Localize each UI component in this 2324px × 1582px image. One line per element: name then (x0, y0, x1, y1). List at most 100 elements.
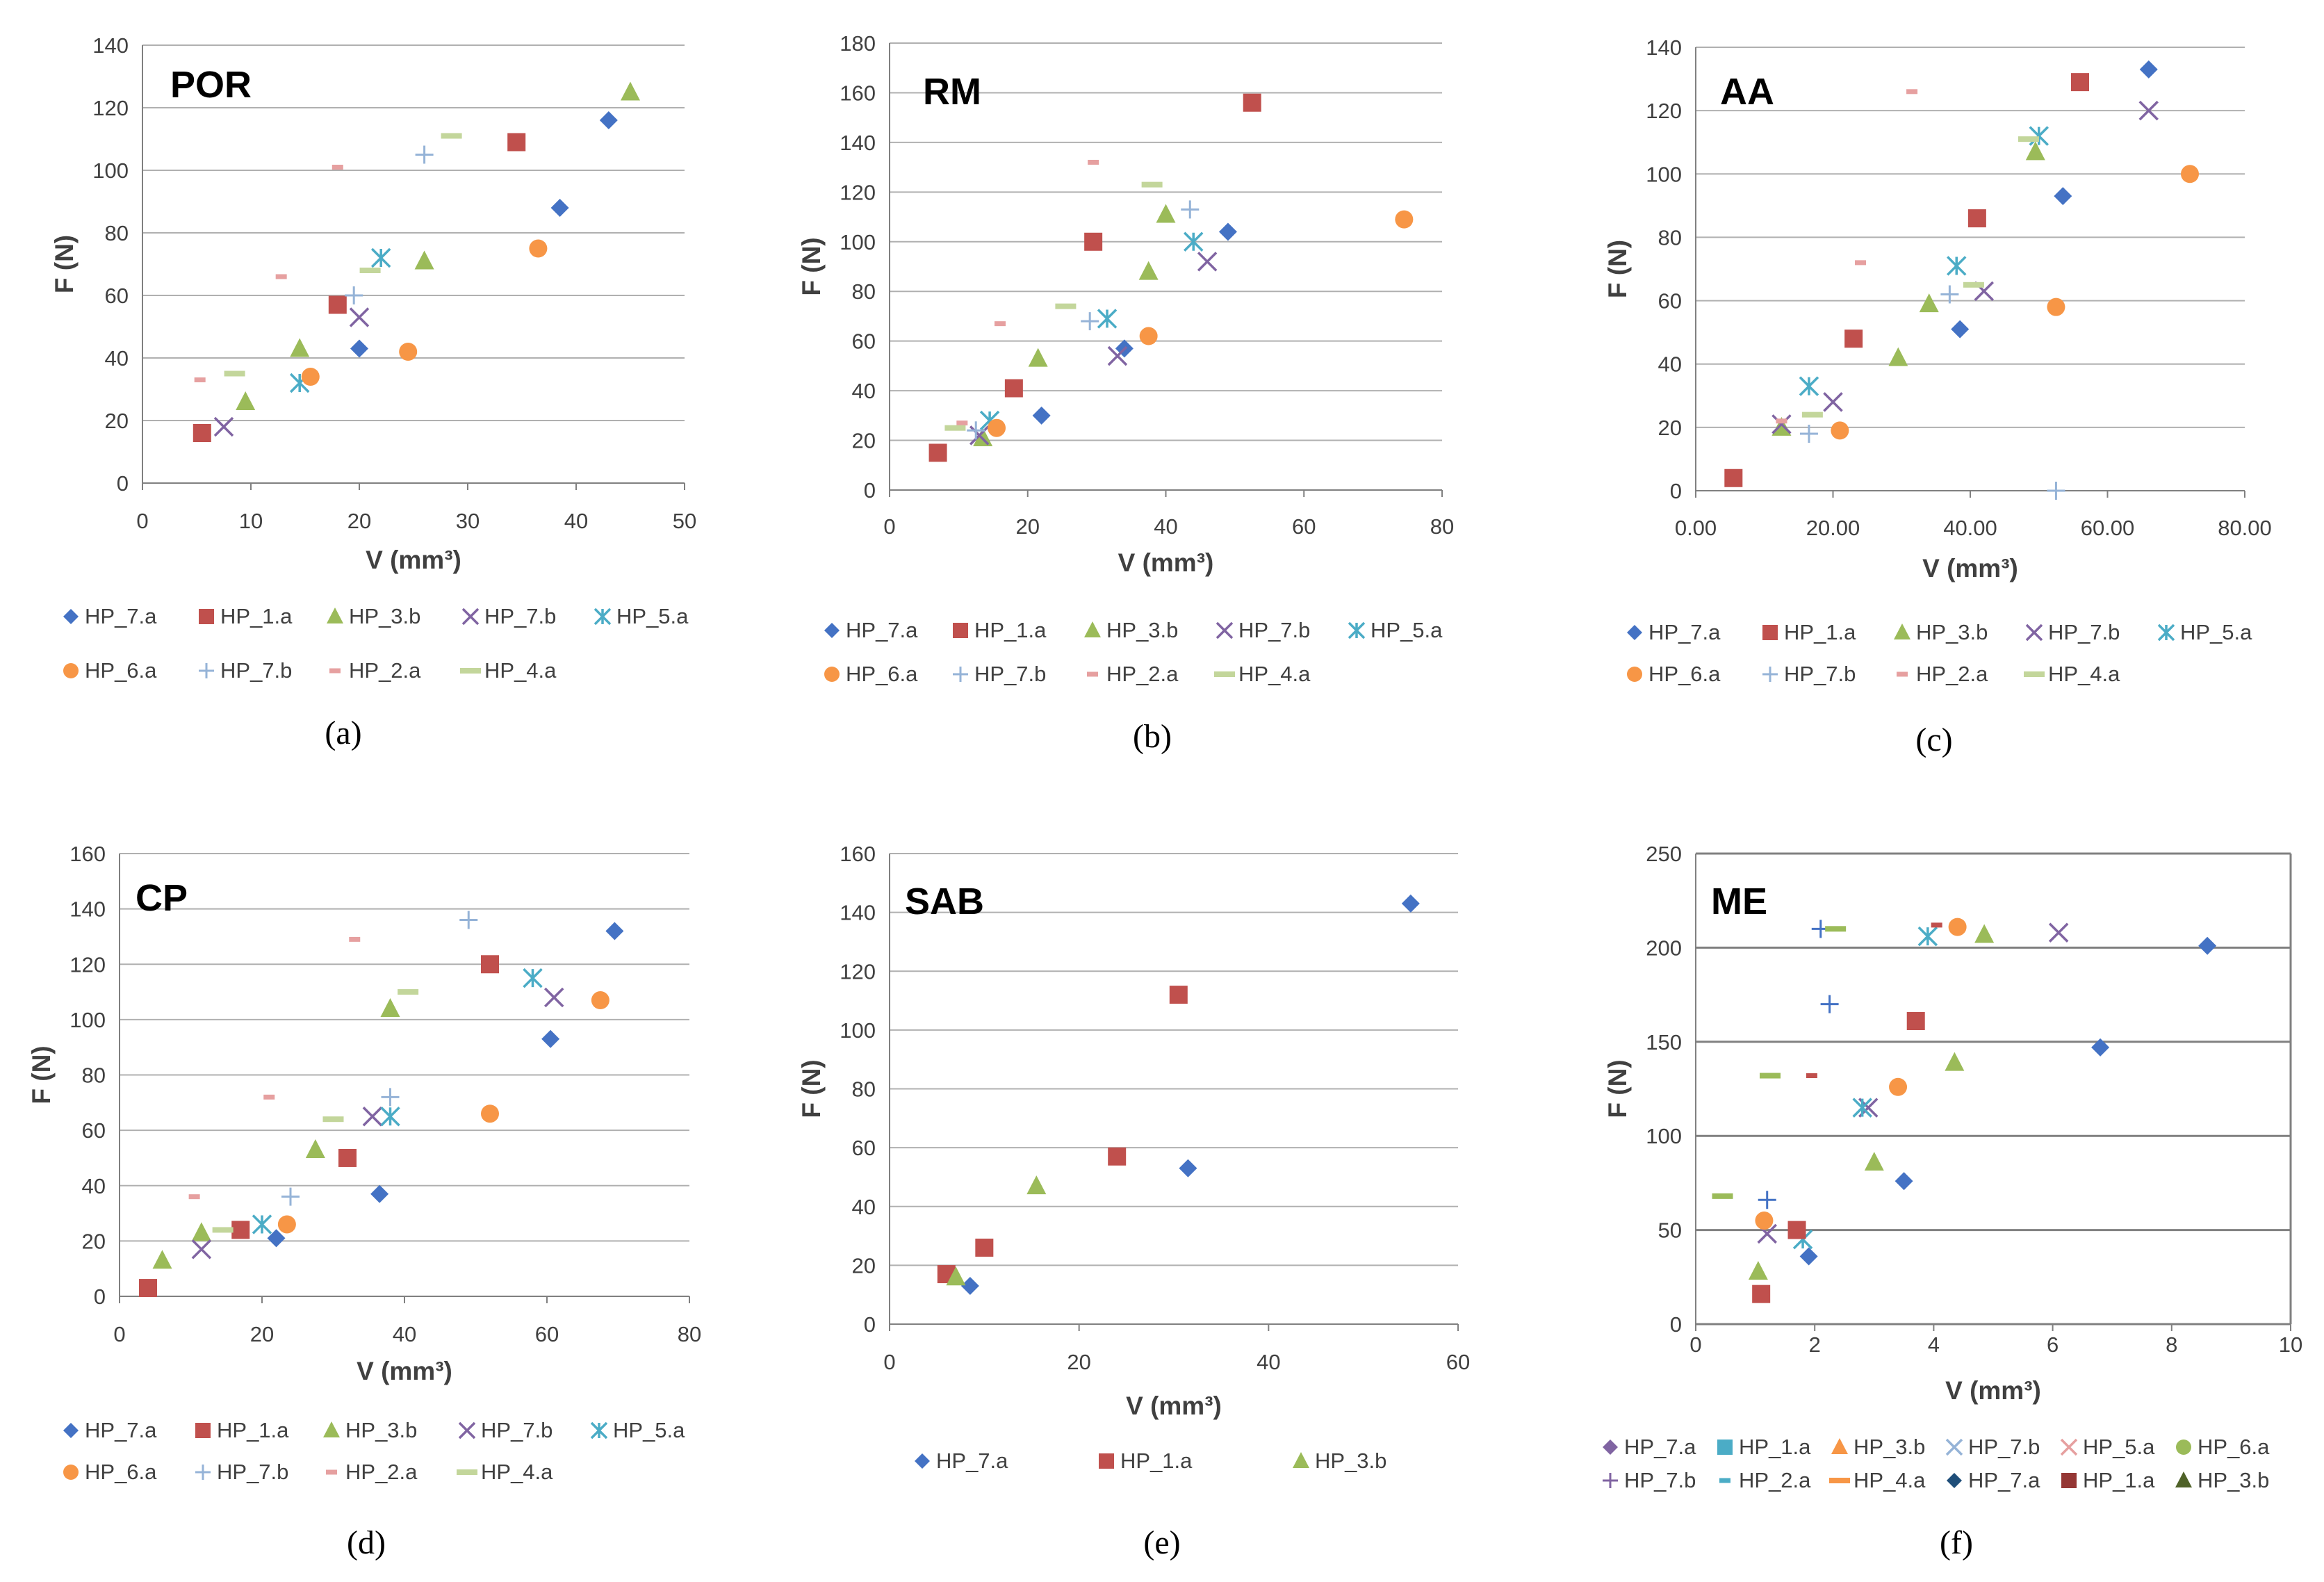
x-tick-label: 80 (678, 1322, 701, 1346)
legend-marker-shape (195, 1423, 211, 1438)
legend-marker (594, 607, 612, 626)
data-point-HP_1-a (1844, 329, 1863, 348)
x-axis-title: V (mm³) (1945, 1376, 2041, 1405)
legend-marker (199, 609, 214, 624)
legend-marker (1603, 1440, 1618, 1455)
legend-item: HP_7.b (953, 662, 1046, 686)
legend-label: HP_1.a (1120, 1449, 1193, 1473)
y-tick-label: 120 (840, 180, 876, 204)
data-point-HP_1-a (1004, 379, 1023, 398)
data-point-HP_7-a-shape (1799, 1247, 1818, 1266)
data-point-HP_7-b (415, 145, 434, 164)
data-point-HP_3-b (1888, 347, 1908, 366)
data-point-HP_5-a (1799, 376, 1819, 396)
legend: HP_7.a HP_1.a HP_3.b HP_7.b HP_5.a HP_6.a HP_7… (824, 618, 1443, 686)
data-point-HP_4-a-shape (322, 1116, 344, 1123)
data-point-HP_6-a (1755, 1212, 1774, 1230)
data-point-HP_7-b (1823, 392, 1843, 412)
data-point-HP_4-a-shape (1141, 181, 1163, 188)
data-point-HP_2-a-shape (956, 421, 968, 426)
legend-marker-shape (461, 607, 480, 626)
data-point-HP_2-a-shape (1931, 922, 1942, 928)
data-point-HP_6-a (1889, 1077, 1908, 1096)
data-point-HP_7-b-shape (967, 421, 985, 440)
x-tick-label: 0 (136, 509, 148, 533)
legend-label: HP_2.a (349, 658, 421, 683)
data-point-HP_4-a (1712, 1193, 1733, 1199)
data-point-HP_2-a (263, 1094, 275, 1100)
data-point-HP_5-a-shape (1097, 309, 1118, 329)
data-point-HP_3-b (973, 427, 993, 446)
data-point-HP_7-a-shape (2054, 187, 2072, 206)
data-point-HP_2-a-shape (1088, 159, 1099, 165)
x-tick-label: 40 (564, 509, 588, 533)
data-point-HP_2-a-shape (194, 377, 206, 382)
legend-label: HP_1.a (2083, 1468, 2155, 1492)
y-tick-label: 80 (82, 1063, 106, 1088)
legend-label: HP_3.b (1916, 620, 1988, 644)
y-tick-label: 0 (864, 478, 876, 503)
legend-marker (460, 668, 481, 674)
data-point-HP_3-b-shape (1864, 1152, 1884, 1171)
data-point-HP_1-a-shape (231, 1221, 250, 1239)
data-point-HP_7-a-shape (1951, 320, 1970, 339)
legend-label: HP_7.b (220, 658, 292, 683)
data-point-HP_6-a-shape (1139, 327, 1158, 345)
data-point-HP_6-a (1948, 918, 1967, 936)
data-point-HP_3-b (946, 1266, 966, 1286)
legend-marker-shape (460, 668, 481, 674)
chart-title: CP (136, 877, 188, 919)
legend-marker-shape (1099, 1453, 1114, 1469)
y-tick-label: 100 (1646, 1124, 1682, 1148)
legend-label: HP_7.a (1624, 1435, 1696, 1459)
legend-marker (1762, 667, 1778, 682)
legend-item: HP_7.b (2025, 620, 2120, 644)
legend-marker-shape (915, 1453, 930, 1469)
legend-marker (1627, 667, 1642, 682)
data-point-HP_7-a-shape (2198, 936, 2217, 955)
data-point-HP_2-a-shape (1776, 418, 1787, 424)
chart-title: AA (1720, 71, 1774, 113)
data-point-HP_3-b-shape (1748, 1261, 1768, 1280)
legend-label: HP_7.b (1238, 618, 1310, 642)
legend: HP_7.a HP_1.a HP_3.b HP_7.b HP_5.a HP_6.a HP_7… (63, 1418, 685, 1484)
y-tick-label: 0 (864, 1312, 876, 1337)
legend-label: HP_7.a (85, 604, 157, 628)
legend-marker-shape (199, 609, 214, 624)
legend-marker (953, 667, 968, 682)
data-point-HP_3-b-shape (1888, 347, 1908, 366)
data-point-HP_4-a (1760, 1073, 1781, 1079)
data-point-HP_3-b (1138, 261, 1159, 280)
x-tick-label: 40 (1257, 1350, 1280, 1374)
data-point-HP_6-a-shape (1755, 1212, 1774, 1230)
data-point-HP_4-a (359, 268, 381, 273)
legend-marker (824, 667, 840, 682)
data-point-HP_3-b-shape (191, 1222, 211, 1241)
data-point-HP_7-a (605, 922, 624, 940)
y-tick-label: 180 (840, 31, 876, 56)
legend-marker-shape (594, 607, 612, 626)
y-tick-label: 20 (82, 1229, 106, 1253)
y-tick-label: 0 (94, 1285, 106, 1309)
legend-marker (1293, 1452, 1309, 1468)
data-point-HP_1-a (1169, 986, 1188, 1004)
data-point-HP_2-a (275, 274, 287, 279)
legend-item: HP_5.a (590, 1418, 685, 1442)
data-point-HP_7-b (967, 421, 985, 440)
data-point-HP_3-b-shape (152, 1250, 172, 1269)
legend-marker (1831, 1438, 1848, 1454)
data-point-HP_5-a-shape (1184, 231, 1204, 252)
data-point-HP_1-a-shape (1169, 986, 1188, 1004)
legend-marker-shape (329, 668, 341, 674)
x-axis-title: V (mm³) (1922, 554, 2018, 582)
legend-label: HP_1.a (220, 604, 293, 628)
legend-marker-shape (63, 609, 79, 624)
y-tick-label: 80 (852, 279, 876, 304)
data-point-HP_7-a-shape (2091, 1038, 2110, 1057)
data-point-HP_7-a-shape (267, 1229, 286, 1248)
y-tick-label: 140 (69, 897, 106, 922)
data-point-HP_5-a-shape (380, 1106, 400, 1127)
legend-item: HP_6.a (1627, 662, 1721, 686)
legend-label: HP_5.a (613, 1418, 685, 1442)
data-point-HP_1-a-shape (928, 443, 947, 462)
